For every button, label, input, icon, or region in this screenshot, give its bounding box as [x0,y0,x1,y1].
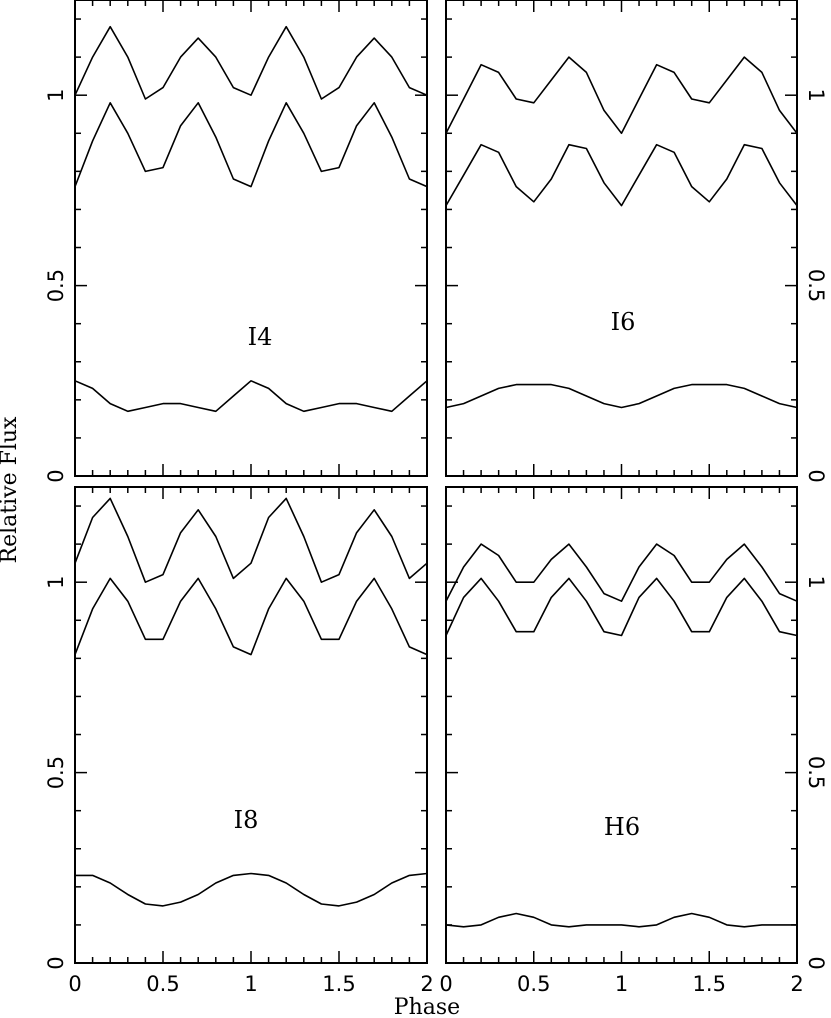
y-tick-label: 1 [44,89,68,102]
y-tick-label: 0.5 [804,756,828,789]
series-line-3 [74,380,428,413]
y-tick-label: 1 [804,576,828,589]
series-line-2 [74,577,428,656]
panel-label: I6 [611,308,636,336]
series-line-2 [445,143,798,207]
y-tick-label: 1 [44,576,68,589]
y-tick-label: 0 [44,956,68,969]
series-line-1 [445,543,798,602]
y-tick-label: 0 [804,469,828,482]
y-tick-label: 1 [804,89,828,102]
panel-I4: 0 0.5 1 I4 [44,0,428,483]
panels-group: 0 0.5 1 I4 0 0.5 1 I6 0 0.5 1 0 0.5 1 1.5 2 I8 0 0.5 1 0 0.5 1… [44,0,828,996]
y-tick-label: 0.5 [44,756,68,789]
y-tick-label: 0.5 [804,269,828,302]
x-tick-label: 1 [615,972,628,996]
panel-H6: 0 0.5 1 0 0.5 1 1.5 2 H6 [439,486,828,996]
x-tick-label: 1 [244,972,257,996]
y-tick-label: 0 [804,956,828,969]
series-line-3 [445,383,798,409]
panel-label: H6 [604,813,640,841]
series-line-1 [74,25,428,100]
series-line-2 [74,102,428,188]
y-tick-label: 0.5 [44,269,68,302]
y-tick-label: 0 [44,469,68,482]
x-tick-label: 1.5 [322,972,355,996]
panel-frame [74,486,428,964]
panel-I8: 0 0.5 1 0 0.5 1 1.5 2 I8 [44,486,434,996]
x-axis-title: Phase [394,995,460,1018]
x-tick-label: 2 [790,972,803,996]
panel-label: I4 [248,323,273,351]
x-tick-label: 0.5 [146,972,179,996]
panel-label: I8 [234,806,259,834]
y-axis-title: Relative Flux [0,416,22,564]
x-tick-label: 0 [439,972,452,996]
panel-I6: 0 0.5 1 I6 [445,0,828,483]
series-line-3 [445,912,797,928]
series-line-3 [75,872,428,907]
panel-frame [74,0,428,477]
series-line-2 [445,577,798,637]
x-tick-label: 2 [420,972,433,996]
x-tick-label: 0.5 [517,972,550,996]
x-tick-label: 1.5 [693,972,726,996]
panel-frame [445,486,798,964]
panel-frame [445,0,798,477]
series-line-1 [74,497,428,583]
x-tick-label: 0 [68,972,81,996]
series-line-1 [445,56,798,135]
